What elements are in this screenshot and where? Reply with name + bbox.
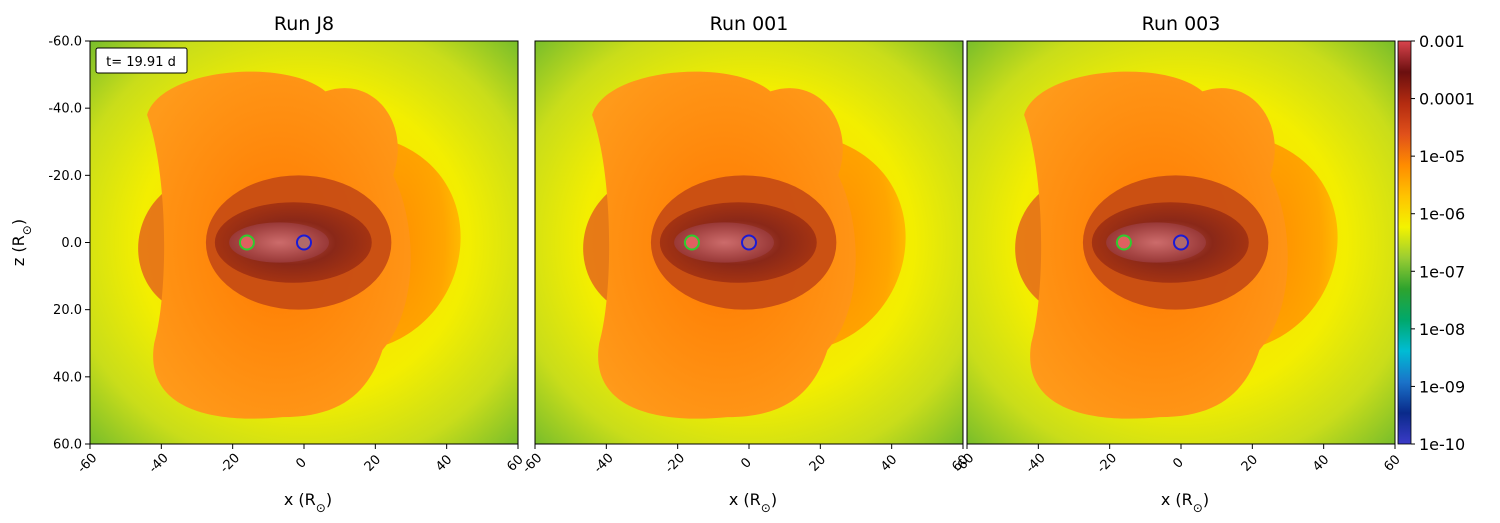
core-marker <box>1173 234 1189 251</box>
companion-marker <box>1115 234 1132 251</box>
inner-torus <box>1106 222 1206 263</box>
x-axis-label: x (R⊙) <box>284 490 332 515</box>
x-tick-label: -20 <box>1094 451 1120 477</box>
x-tick-label: 60 <box>1381 452 1403 474</box>
panel-title: Run J8 <box>274 13 334 35</box>
colorbar-tick-label: 1e-10 <box>1419 435 1465 454</box>
colorbar-tick-label: 1e-05 <box>1419 147 1465 166</box>
y-tick-label: 0.0 <box>61 236 82 251</box>
colorbar: 0.001 0.0001 1e-05 1e-06 1e-07 1e-08 1e-09 1e-1… <box>1397 32 1475 454</box>
y-tick-label: 40.0 <box>53 370 82 385</box>
colorbar-tick-label: 0.0001 <box>1419 90 1475 109</box>
x-tick-label: 40 <box>433 452 455 474</box>
y-tick-label: 60.0 <box>53 438 82 453</box>
panel-3: Run 003 -60 -40 -20 0 20 40 60 x (R⊙) <box>952 13 1404 515</box>
y-tick-label: -40.0 <box>48 102 82 117</box>
x-tick-label: 40 <box>878 452 900 474</box>
x-tick-label: 0 <box>738 455 754 471</box>
x-tick-label: -60 <box>952 451 978 477</box>
colorbar-gradient <box>1397 40 1412 445</box>
x-tick-label: -60 <box>520 451 546 477</box>
density-map <box>90 41 518 444</box>
y-tick-label: -20.0 <box>48 169 82 184</box>
panel-2: Run 001-60 -40 -20 0 20 40 60x (R⊙) <box>520 13 972 515</box>
x-tick-label: 0 <box>1170 455 1186 471</box>
y-tick-label: -60.0 <box>48 35 82 50</box>
x-tick-label: -60 <box>75 451 101 477</box>
x-tick-label: -40 <box>1023 451 1049 477</box>
y-axis-label: z (R⊙) <box>9 219 34 266</box>
time-annotation: t= 19.91 d <box>106 55 176 70</box>
panel-title: Run 003 <box>1142 13 1221 35</box>
y-tick-label: 20.0 <box>53 303 82 318</box>
time-annotation-box <box>95 47 188 74</box>
x-tick-label: -40 <box>146 451 172 477</box>
core-marker <box>296 234 312 251</box>
x-tick-label: 40 <box>1310 452 1332 474</box>
x-axis-label: x (R⊙) <box>1161 490 1209 515</box>
colorbar-tick-label: 0.001 <box>1419 32 1465 51</box>
x-tick-label: -20 <box>662 451 688 477</box>
x-tick-label: 20 <box>362 452 384 474</box>
colorbar-tick-label: 1e-09 <box>1419 377 1465 396</box>
panel-title: Run 001 <box>710 13 789 35</box>
x-tick-label: -20 <box>217 451 243 477</box>
panel-1: Run J8-60 -40 -20 0 20 40 60x (R⊙)-60.0-40.0-2… <box>9 13 527 515</box>
x-tick-label: 20 <box>1239 452 1261 474</box>
x-tick-label: 20 <box>807 452 829 474</box>
colorbar-tick-label: 1e-06 <box>1419 205 1465 224</box>
companion-marker <box>683 234 700 251</box>
x-tick-label: 0 <box>293 455 309 471</box>
x-axis-label: x (R⊙) <box>729 490 777 515</box>
x-tick-label: -40 <box>591 451 617 477</box>
colorbar-tick-label: 1e-08 <box>1419 320 1465 339</box>
companion-marker <box>238 234 255 251</box>
core-marker <box>741 234 757 251</box>
inner-torus <box>229 222 329 263</box>
colorbar-tick-label: 1e-07 <box>1419 262 1465 281</box>
inner-torus <box>674 222 774 263</box>
